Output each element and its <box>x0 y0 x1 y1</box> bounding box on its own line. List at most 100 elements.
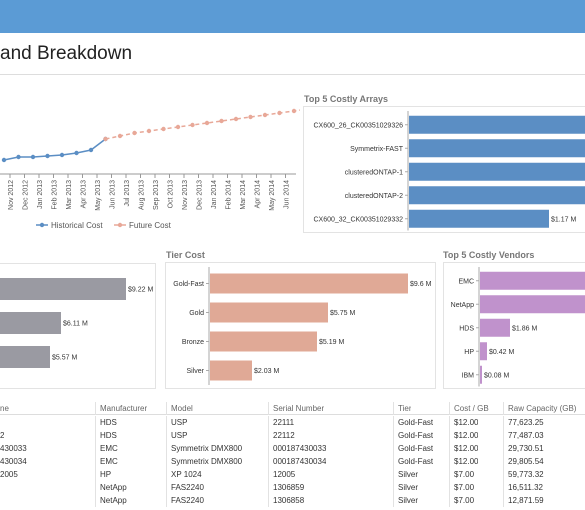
table-row[interactable]: 2005 HP XP 1024 12005 Silver $7.00 59,773.32 <box>0 468 585 481</box>
future-cost-point <box>204 120 210 126</box>
historical-cost-point <box>74 150 79 156</box>
table-cell: 2005 <box>0 470 18 479</box>
table-cell: $7.00 <box>454 470 475 479</box>
bar-label: clusteredONTAP-1 <box>345 169 403 176</box>
table-cell: USP <box>171 418 188 427</box>
column-header[interactable]: ne <box>0 404 9 413</box>
future-cost-point <box>248 114 253 120</box>
bar-value-label: $1.86 M <box>512 325 537 332</box>
trend-x-label: Dec 2013 <box>197 180 204 210</box>
bar-label: Bronze <box>182 339 204 346</box>
column-separator <box>268 416 269 429</box>
table-cell: $7.00 <box>454 496 475 505</box>
trend-x-label: Jan 2014 <box>211 180 218 209</box>
table-row[interactable]: 2 HDS USP 22112 Gold-Fast $12.00 77,487.03 <box>0 429 585 442</box>
trend-x-label: May 2014 <box>269 180 276 211</box>
trend-x-label: Aug 2013 <box>139 180 146 210</box>
bar <box>480 295 585 314</box>
trend-x-label: Nov 2013 <box>182 180 189 210</box>
column-separator <box>449 416 450 429</box>
column-separator <box>95 429 96 442</box>
table-cell: USP <box>171 431 188 440</box>
bar-value-label: $0.42 M <box>489 349 514 356</box>
tier-cost-panel: Gold-Fast $9.6 M Gold $5.75 M Bronze $5.19 M S… <box>165 262 436 389</box>
table-cell: Symmetrix DMX800 <box>171 444 243 453</box>
future-cost-point <box>277 110 282 116</box>
bar-value-label: $1.17 M <box>551 216 576 223</box>
column-separator <box>449 429 450 442</box>
bar-value-label: $0.08 M <box>484 372 509 379</box>
historical-cost-line <box>3 138 106 161</box>
historical-cost-point <box>30 154 36 160</box>
column-separator <box>95 494 96 507</box>
bar-label: EMC <box>458 278 474 285</box>
trend-x-label: Mar 2013 <box>66 180 73 210</box>
trend-x-label: Oct 2013 <box>168 180 175 209</box>
legend-future-label: Future Cost <box>129 221 172 230</box>
column-header[interactable]: Tier <box>398 404 412 413</box>
bar <box>0 346 50 368</box>
trend-x-label: Jun 2013 <box>110 180 117 209</box>
table-cell: 29,805.54 <box>508 457 544 466</box>
column-separator <box>268 481 269 494</box>
table-row[interactable]: NetApp FAS2240 1306859 Silver $7.00 16,511.32 <box>0 481 585 494</box>
bar-value-label: $2.03 M <box>254 368 279 375</box>
table-header-row: ne Manufacturer Model Serial Number Tier Cost… <box>0 402 585 415</box>
table-row[interactable]: 430033 EMC Symmetrix DMX800 000187430033 Gol… <box>0 442 585 455</box>
trend-x-label: Apr 2014 <box>255 180 262 209</box>
column-header[interactable]: Raw Capacity (GB) <box>508 404 577 413</box>
table-cell: 1306859 <box>273 483 305 492</box>
page-title: and Breakdown <box>0 43 133 64</box>
table-cell: $12.00 <box>454 418 479 427</box>
table-row[interactable]: HDS USP 22111 Gold-Fast $12.00 77,623.25 <box>0 416 585 429</box>
column-separator <box>503 468 504 481</box>
historical-cost-point <box>1 157 7 163</box>
table-cell: 77,623.25 <box>508 418 544 427</box>
column-header[interactable]: Serial Number <box>273 404 325 413</box>
top-vendors-title: Top 5 Costly Vendors <box>443 250 535 260</box>
table-cell: Gold-Fast <box>398 431 434 440</box>
column-separator <box>393 429 394 442</box>
table-cell: HP <box>100 470 112 479</box>
column-separator <box>393 455 394 468</box>
column-header[interactable]: Model <box>171 404 193 413</box>
table-row[interactable]: NetApp FAS2240 1306858 Silver $7.00 12,871.59 <box>0 494 585 507</box>
table-cell: 000187430033 <box>273 444 327 453</box>
table-cell: Silver <box>398 470 419 479</box>
trend-x-label: Jul 2013 <box>124 180 131 207</box>
table-cell: EMC <box>100 444 118 453</box>
future-cost-point <box>117 133 123 139</box>
bar <box>409 209 549 228</box>
bar-label: Gold <box>189 310 204 317</box>
table-cell: 59,773.32 <box>508 470 544 479</box>
trend-x-label: Nov 2012 <box>8 180 15 210</box>
trend-x-label: Mar 2014 <box>240 180 247 210</box>
table-row[interactable]: 430034 EMC Symmetrix DMX800 000187430034 Gol… <box>0 455 585 468</box>
cost-trend-chart: Nov 2012 Dec 2012 Jan 2013 Feb 2013 Mar 2013… <box>0 108 300 230</box>
trend-x-label: Feb 2014 <box>226 180 233 210</box>
column-separator <box>449 442 450 455</box>
column-header[interactable]: Manufacturer <box>100 404 148 413</box>
column-header[interactable]: Cost / GB <box>454 404 489 413</box>
future-cost-point <box>291 108 297 114</box>
column-separator <box>95 468 96 481</box>
table-cell: Gold-Fast <box>398 418 434 427</box>
top-vendors-panel: EMC NetApp HDS $1.86 M HP $0.42 M IBM $0.08 M <box>443 262 585 389</box>
column-separator <box>503 494 504 507</box>
table-cell: Gold-Fast <box>398 444 434 453</box>
column-separator <box>268 455 269 468</box>
table-cell: FAS2240 <box>171 496 204 505</box>
table-cell: HDS <box>100 431 117 440</box>
column-separator <box>393 481 394 494</box>
column-separator <box>166 402 167 415</box>
historical-cost-point <box>16 154 21 160</box>
bar-label: IBM <box>462 372 475 379</box>
bar-label: NetApp <box>451 302 474 309</box>
column-separator <box>393 468 394 481</box>
column-separator <box>95 481 96 494</box>
column-separator <box>166 481 167 494</box>
trend-x-label: Sep 2013 <box>153 180 160 210</box>
table-cell: NetApp <box>100 483 127 492</box>
column-separator <box>503 455 504 468</box>
column-separator <box>268 468 269 481</box>
